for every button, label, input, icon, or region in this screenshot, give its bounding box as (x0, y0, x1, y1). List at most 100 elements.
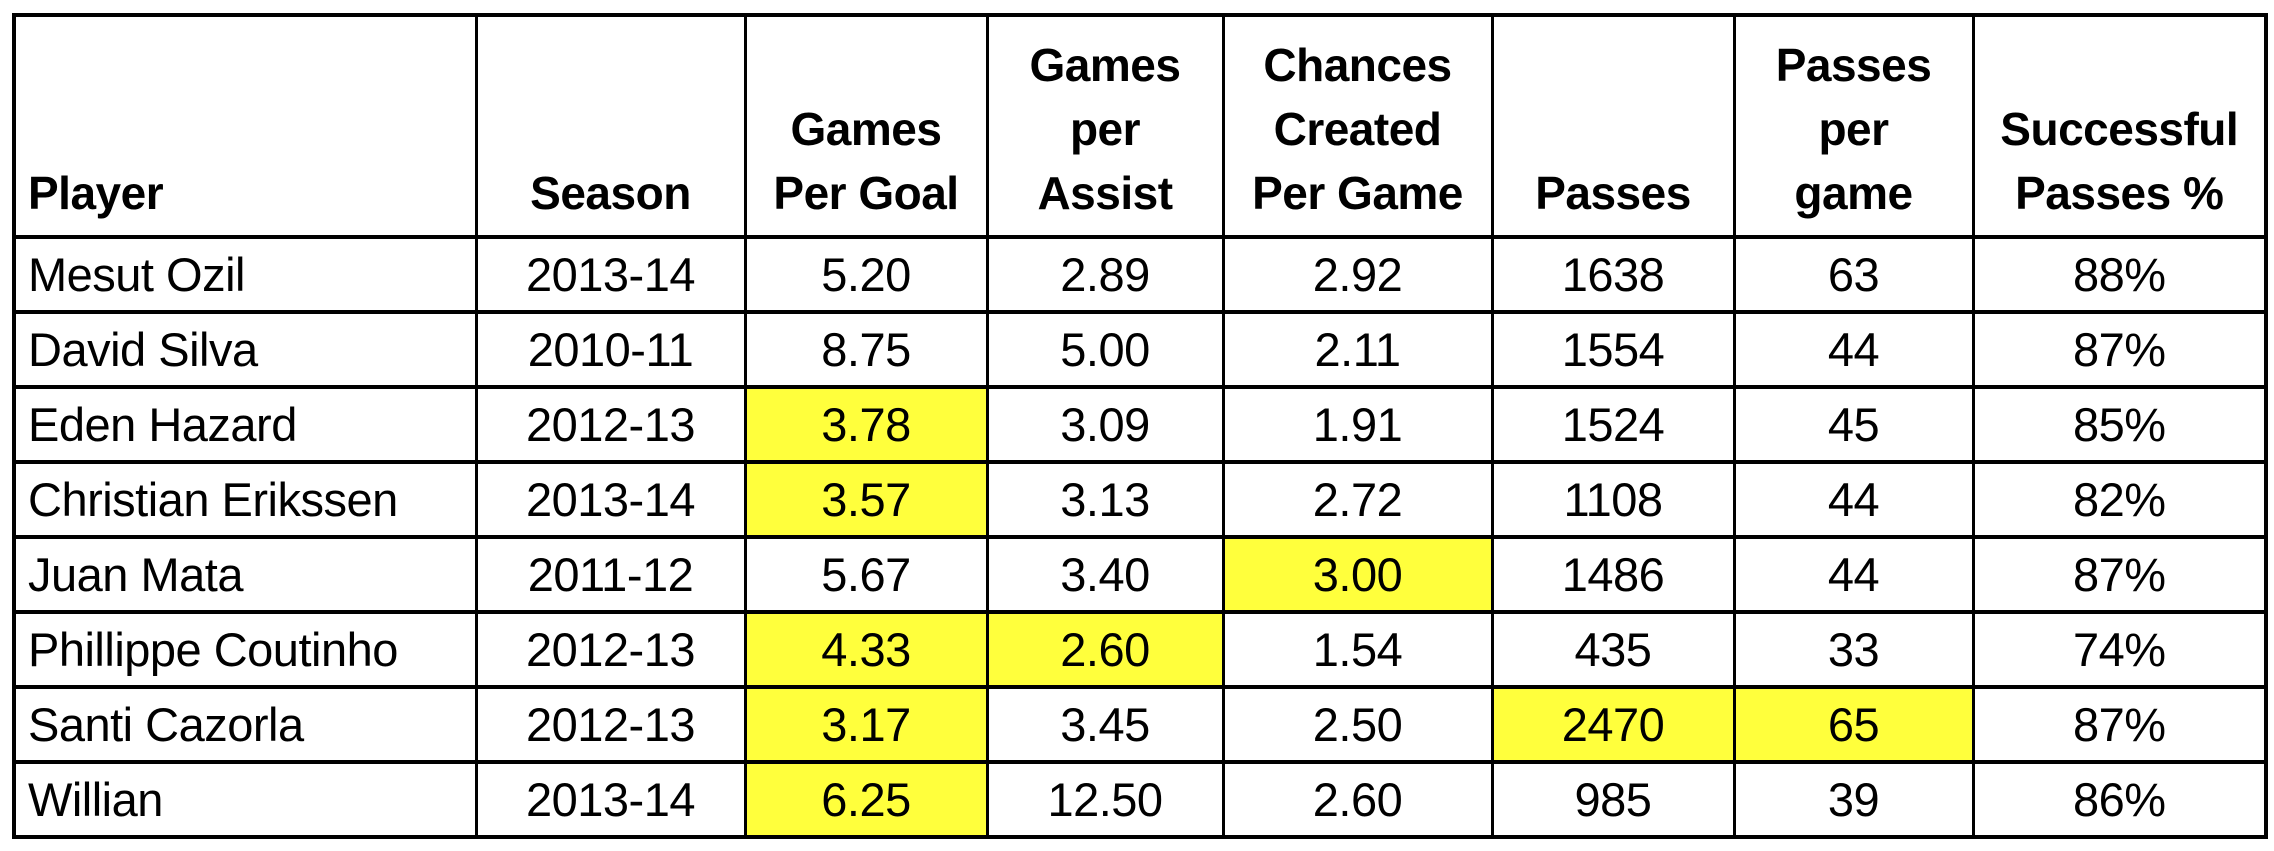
cell-games_per_goal: 4.33 (743, 610, 989, 689)
cell-games_per_goal: 8.75 (743, 310, 989, 389)
cell-passes: 2470 (1490, 685, 1736, 764)
cell-player: Willian (12, 760, 478, 839)
column-header-successful_passes_pct: Successful Passes % (1971, 13, 2268, 239)
cell-season: 2013-14 (474, 460, 747, 539)
table-body: Mesut Ozil 2013-14 5.20 2.89 2.92 1638 63 88% Da… (12, 235, 2268, 839)
cell-successful_passes_pct: 88% (1971, 235, 2268, 314)
header-line: Passes % (2015, 167, 2224, 219)
column-header-season: Season (474, 13, 747, 239)
header-line: Games (1029, 39, 1181, 91)
cell-passes_per_game: 33 (1732, 610, 1975, 689)
column-header-chances_created_per_game: Chances Created Per Game (1221, 13, 1494, 239)
cell-successful_passes_pct: 85% (1971, 385, 2268, 464)
cell-passes_per_game: 44 (1732, 460, 1975, 539)
cell-games_per_assist: 2.60 (985, 610, 1225, 689)
cell-games_per_goal: 5.20 (743, 235, 989, 314)
cell-successful_passes_pct: 74% (1971, 610, 2268, 689)
column-header-games_per_goal: Games Per Goal (743, 13, 989, 239)
cell-passes_per_game: 65 (1732, 685, 1975, 764)
cell-successful_passes_pct: 82% (1971, 460, 2268, 539)
table-header: Player Season Games Per Goal Games per Assist C… (12, 13, 2268, 239)
cell-successful_passes_pct: 87% (1971, 535, 2268, 614)
header-line: Successful (2000, 103, 2239, 155)
cell-passes: 1486 (1490, 535, 1736, 614)
table-row: Christian Erikssen 2013-14 3.57 3.13 2.72 110… (12, 460, 2268, 539)
cell-season: 2013-14 (474, 235, 747, 314)
cell-chances_created_per_game: 1.54 (1221, 610, 1494, 689)
header-line: per (1069, 103, 1141, 155)
table-row: Juan Mata 2011-12 5.67 3.40 3.00 1486 44 87% (12, 535, 2268, 614)
header-line: Assist (1037, 167, 1173, 219)
cell-passes: 1554 (1490, 310, 1736, 389)
player-stats-table: Player Season Games Per Goal Games per Assist C… (12, 13, 2268, 839)
cell-passes_per_game: 45 (1732, 385, 1975, 464)
cell-passes_per_game: 39 (1732, 760, 1975, 839)
cell-games_per_assist: 3.09 (985, 385, 1225, 464)
cell-passes_per_game: 44 (1732, 310, 1975, 389)
cell-season: 2013-14 (474, 760, 747, 839)
cell-player: Mesut Ozil (12, 235, 478, 314)
header-line: Per Goal (773, 167, 959, 219)
cell-passes: 1108 (1490, 460, 1736, 539)
cell-games_per_assist: 3.45 (985, 685, 1225, 764)
cell-player: Christian Erikssen (12, 460, 478, 539)
cell-games_per_assist: 12.50 (985, 760, 1225, 839)
column-header-player: Player (12, 13, 478, 239)
table-row: Santi Cazorla 2012-13 3.17 3.45 2.50 2470 65 87… (12, 685, 2268, 764)
header-line: game (1794, 167, 1913, 219)
header-line: Created (1273, 103, 1442, 155)
cell-games_per_goal: 5.67 (743, 535, 989, 614)
header-line: Season (530, 167, 691, 219)
cell-season: 2012-13 (474, 610, 747, 689)
cell-season: 2010-11 (474, 310, 747, 389)
cell-games_per_assist: 3.40 (985, 535, 1225, 614)
cell-games_per_goal: 6.25 (743, 760, 989, 839)
cell-games_per_goal: 3.17 (743, 685, 989, 764)
cell-chances_created_per_game: 3.00 (1221, 535, 1494, 614)
header-line: Games (790, 103, 942, 155)
cell-chances_created_per_game: 2.60 (1221, 760, 1494, 839)
table-row: Willian 2013-14 6.25 12.50 2.60 985 39 86% (12, 760, 2268, 839)
column-header-passes: Passes (1490, 13, 1736, 239)
column-header-passes_per_game: Passes per game (1732, 13, 1975, 239)
cell-chances_created_per_game: 2.92 (1221, 235, 1494, 314)
cell-player: Santi Cazorla (12, 685, 478, 764)
cell-games_per_assist: 2.89 (985, 235, 1225, 314)
header-line: Player (28, 167, 164, 219)
cell-chances_created_per_game: 2.50 (1221, 685, 1494, 764)
cell-passes: 435 (1490, 610, 1736, 689)
column-header-games_per_assist: Games per Assist (985, 13, 1225, 239)
cell-chances_created_per_game: 2.72 (1221, 460, 1494, 539)
table-row: Eden Hazard 2012-13 3.78 3.09 1.91 1524 45 85% (12, 385, 2268, 464)
cell-season: 2011-12 (474, 535, 747, 614)
cell-player: Eden Hazard (12, 385, 478, 464)
cell-games_per_goal: 3.78 (743, 385, 989, 464)
cell-games_per_goal: 3.57 (743, 460, 989, 539)
table-row: Phillippe Coutinho 2012-13 4.33 2.60 1.54 435… (12, 610, 2268, 689)
header-line: per (1818, 103, 1889, 155)
cell-player: Phillippe Coutinho (12, 610, 478, 689)
cell-successful_passes_pct: 87% (1971, 685, 2268, 764)
cell-passes_per_game: 63 (1732, 235, 1975, 314)
header-line: Passes (1775, 39, 1932, 91)
header-line: Passes (1535, 167, 1691, 219)
cell-chances_created_per_game: 1.91 (1221, 385, 1494, 464)
header-line: Per Game (1252, 167, 1463, 219)
table-row: Mesut Ozil 2013-14 5.20 2.89 2.92 1638 63 88% (12, 235, 2268, 314)
cell-passes: 985 (1490, 760, 1736, 839)
cell-season: 2012-13 (474, 685, 747, 764)
table-row: David Silva 2010-11 8.75 5.00 2.11 1554 44 87% (12, 310, 2268, 389)
cell-passes: 1638 (1490, 235, 1736, 314)
cell-season: 2012-13 (474, 385, 747, 464)
header-line: Chances (1263, 39, 1452, 91)
cell-player: Juan Mata (12, 535, 478, 614)
cell-passes: 1524 (1490, 385, 1736, 464)
cell-games_per_assist: 3.13 (985, 460, 1225, 539)
cell-player: David Silva (12, 310, 478, 389)
cell-successful_passes_pct: 87% (1971, 310, 2268, 389)
cell-passes_per_game: 44 (1732, 535, 1975, 614)
header-row: Player Season Games Per Goal Games per Assist C… (12, 13, 2268, 239)
cell-games_per_assist: 5.00 (985, 310, 1225, 389)
cell-successful_passes_pct: 86% (1971, 760, 2268, 839)
